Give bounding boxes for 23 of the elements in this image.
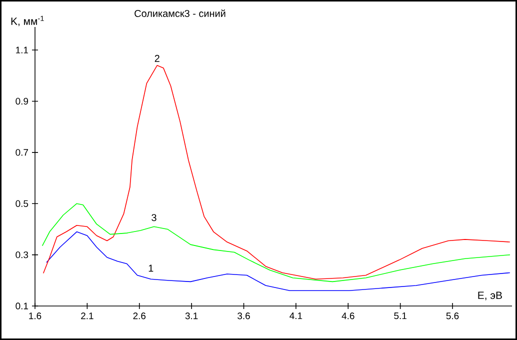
y-tick-label: 0.1 [16,302,28,310]
y-tick-label: 0.7 [16,149,28,156]
x-tick-label: 5.1 [394,312,406,320]
x-tick-label: 1.6 [29,312,42,320]
series-label: 1 [148,264,154,272]
x-axis-title: E, эВ [478,292,502,300]
y-tick-label: 0.5 [16,200,28,207]
x-tick-label: 3.1 [185,312,198,320]
x-tick-label: 5.6 [446,312,459,320]
line-series [42,203,510,282]
y-tick-label: 0.3 [16,251,28,258]
line-series [42,64,510,280]
y-axis-title: K, мм$^{-1}$ [11,16,44,26]
chart-title: Соликамск3 - синий [134,10,226,18]
x-tick-label: 3.6 [238,312,250,320]
series-label: 3 [152,214,156,222]
y-tick-label: 0.9 [16,98,28,105]
x-tick-label: 4.6 [342,312,354,320]
x-tick-label: 2.1 [81,312,94,320]
series-label: 2 [154,54,160,62]
x-tick-label: 4.1 [290,312,302,320]
x-tick-label: 2.6 [133,312,146,320]
y-tick-label: 1.1 [16,46,28,54]
